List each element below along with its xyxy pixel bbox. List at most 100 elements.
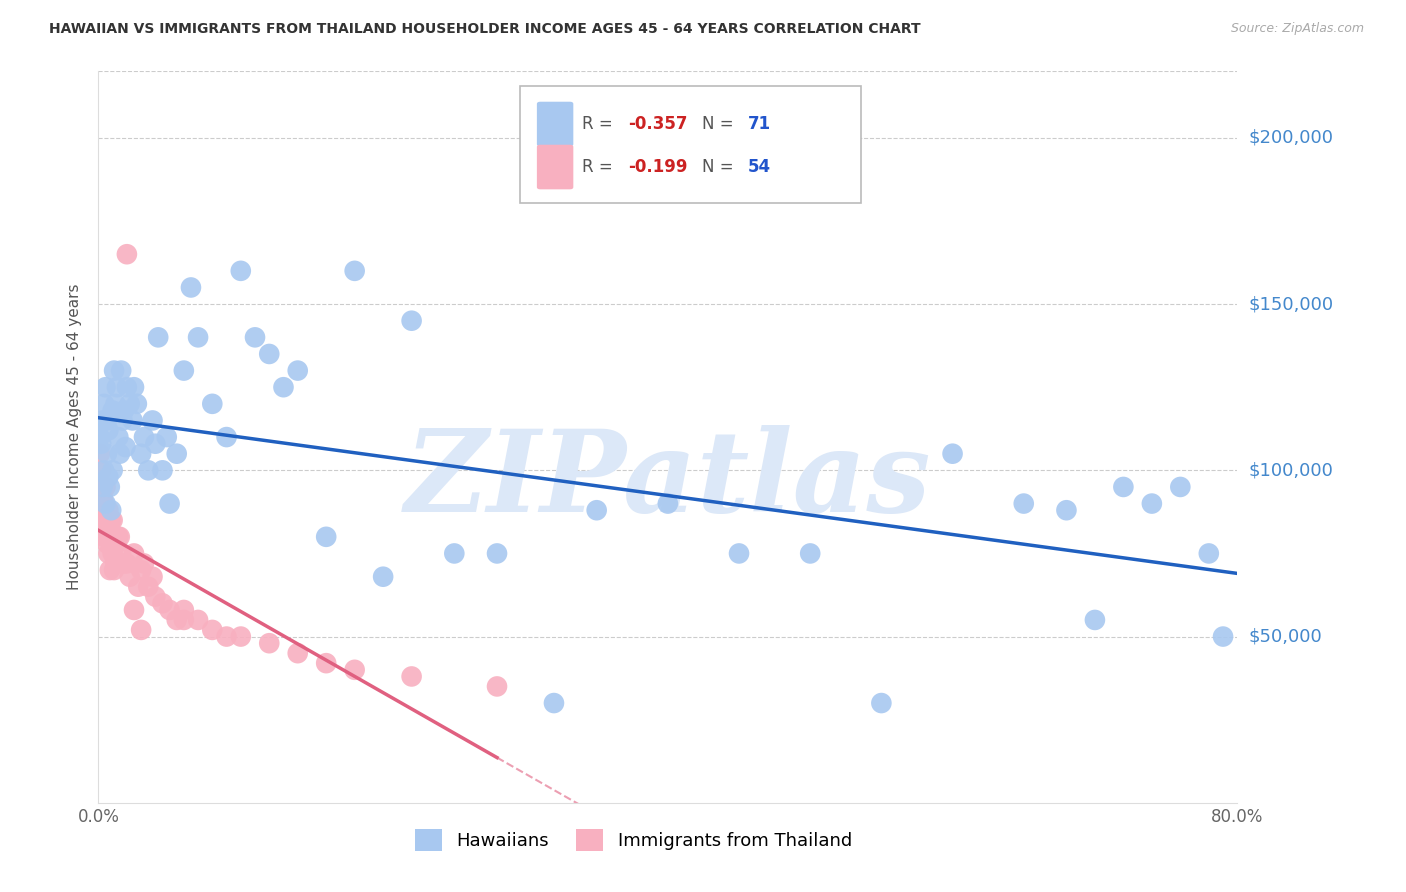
Point: [125, 397, 148, 411]
Text: $100,000: $100,000: [1249, 461, 1333, 479]
Point: [166, 447, 188, 461]
Point: [122, 380, 145, 394]
Point: [1112, 480, 1135, 494]
Point: [101, 463, 124, 477]
Point: [94, 480, 117, 494]
Point: [1170, 480, 1192, 494]
Point: [90, 436, 112, 450]
Point: [401, 314, 423, 328]
Point: [122, 603, 145, 617]
Point: [114, 440, 136, 454]
Point: [173, 603, 195, 617]
Point: [112, 403, 135, 417]
Point: [101, 546, 124, 560]
Point: [173, 363, 195, 377]
Point: [870, 696, 893, 710]
Point: [287, 363, 309, 377]
Point: [97, 546, 120, 560]
Point: [111, 413, 134, 427]
Point: [104, 397, 127, 411]
Text: ZIPatlas: ZIPatlas: [405, 425, 931, 536]
Point: [443, 546, 465, 560]
Point: [96, 513, 118, 527]
Text: R =: R =: [582, 158, 619, 176]
Point: [101, 403, 124, 417]
Point: [108, 530, 131, 544]
Text: 71: 71: [748, 115, 770, 133]
Point: [91, 480, 114, 494]
Point: [152, 596, 174, 610]
Point: [148, 330, 170, 344]
Text: R =: R =: [582, 115, 619, 133]
Point: [343, 663, 366, 677]
FancyBboxPatch shape: [537, 102, 574, 146]
Point: [97, 424, 120, 438]
Point: [152, 463, 174, 477]
Text: $200,000: $200,000: [1249, 128, 1333, 147]
Point: [101, 513, 124, 527]
Point: [486, 546, 509, 560]
Text: -0.199: -0.199: [628, 158, 688, 176]
Point: [115, 557, 138, 571]
Point: [93, 463, 115, 477]
Point: [156, 430, 179, 444]
Point: [97, 470, 120, 484]
Point: [98, 523, 121, 537]
Point: [141, 570, 163, 584]
Point: [315, 530, 337, 544]
Point: [1212, 630, 1234, 644]
Point: [136, 463, 159, 477]
Point: [96, 536, 118, 550]
Text: $50,000: $50,000: [1249, 628, 1322, 646]
Point: [1084, 613, 1107, 627]
Point: [145, 436, 167, 450]
Point: [180, 280, 202, 294]
Point: [89, 480, 111, 494]
Point: [121, 413, 143, 427]
Point: [98, 563, 121, 577]
Point: [486, 680, 509, 694]
Point: [229, 630, 252, 644]
Point: [115, 247, 138, 261]
Point: [118, 570, 141, 584]
Legend: Hawaiians, Immigrants from Thailand: Hawaiians, Immigrants from Thailand: [406, 820, 862, 860]
Point: [1012, 497, 1035, 511]
Point: [799, 546, 821, 560]
Point: [107, 530, 129, 544]
Point: [100, 513, 122, 527]
FancyBboxPatch shape: [520, 86, 862, 203]
Point: [343, 264, 366, 278]
Point: [1140, 497, 1163, 511]
Point: [229, 264, 252, 278]
Point: [91, 513, 114, 527]
Point: [93, 530, 115, 544]
Point: [129, 563, 152, 577]
Point: [94, 380, 117, 394]
Text: Source: ZipAtlas.com: Source: ZipAtlas.com: [1230, 22, 1364, 36]
Point: [132, 430, 155, 444]
Point: [90, 463, 112, 477]
Point: [187, 613, 209, 627]
Text: N =: N =: [702, 158, 740, 176]
Point: [115, 380, 138, 394]
Point: [103, 363, 125, 377]
Point: [129, 623, 152, 637]
Point: [201, 397, 224, 411]
Text: -0.357: -0.357: [628, 115, 688, 133]
Point: [108, 447, 131, 461]
Point: [91, 413, 114, 427]
Point: [159, 497, 181, 511]
Point: [543, 696, 565, 710]
Point: [657, 497, 679, 511]
Point: [110, 363, 132, 377]
Point: [201, 623, 224, 637]
Point: [243, 330, 266, 344]
Point: [173, 613, 195, 627]
Point: [96, 413, 118, 427]
Point: [141, 413, 163, 427]
Point: [401, 669, 423, 683]
Point: [91, 490, 114, 504]
Point: [100, 536, 122, 550]
Point: [93, 497, 115, 511]
Point: [942, 447, 965, 461]
